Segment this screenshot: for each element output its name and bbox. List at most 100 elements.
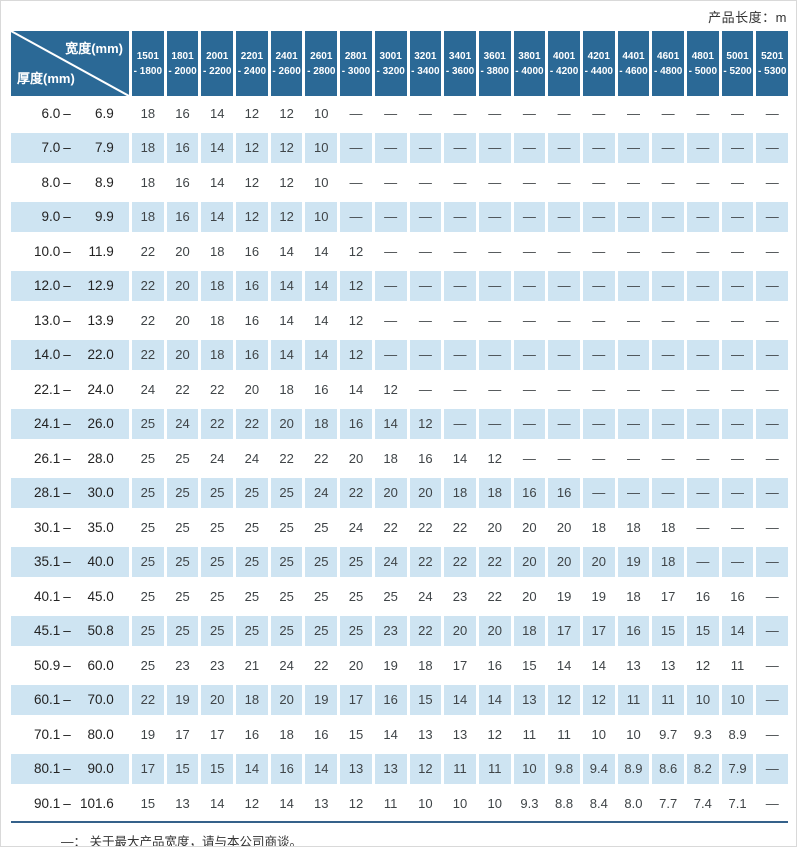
table-row: 12.0–12.9 22 20 18 16 14 14 12— — — — — — — — — — — — [11, 269, 789, 304]
value-cell: 25 [175, 519, 190, 535]
table-row: 13.0–13.9 22 20 18 16 14 14 12 — — — — — — — — — — — — [11, 303, 788, 338]
value-cell: 24 [348, 519, 364, 535]
width-header-cell: 2401- 2600 [270, 31, 303, 96]
value-cell: — [617, 132, 650, 163]
value-cell: 16 [236, 339, 268, 370]
value-cell: 25 [314, 519, 329, 535]
table-row: 80.1–90.0 17 15 15 14 16 14 13 13 12 11 11 10 9.8 9.4 8… [11, 752, 789, 787]
value-cell: 18 [626, 588, 641, 604]
value-cell: — [582, 132, 615, 163]
value-cell: 20 [444, 615, 476, 646]
value-cell: 22 [132, 270, 164, 301]
value-cell: 15 [409, 684, 442, 715]
table-row: 9.0–9.9 18 16 14 12 12 10— — — — — — — — — — — — — [11, 200, 789, 235]
value-cell: 19 [305, 684, 338, 715]
value-cell: 10 [626, 726, 641, 742]
value-cell: — [687, 339, 719, 370]
value-cell: 16 [617, 615, 650, 646]
value-cell: 25 [340, 615, 372, 646]
value-cell: 10 [513, 753, 546, 784]
thickness-range-label: 6.0–6.9 [41, 105, 114, 121]
value-cell: — [626, 243, 640, 259]
value-cell: — [592, 381, 606, 397]
value-cell: — [522, 105, 536, 121]
value-cell: 25 [166, 615, 199, 646]
value-cell: — [765, 588, 779, 604]
value-cell: — [478, 270, 511, 301]
value-cell: 10 [305, 201, 338, 232]
value-cell: 18 [140, 105, 156, 121]
value-cell: 18 [132, 201, 164, 232]
value-cell: — [340, 201, 372, 232]
value-cell: 16 [487, 657, 502, 673]
value-cell: 20 [374, 477, 407, 508]
value-cell: — [696, 312, 710, 328]
value-cell: 14 [556, 657, 572, 673]
table-body: 6.0–6.9 18 16 14 12 12 10— — — — — — — — — — — — —7.0–7.9 1… [11, 96, 789, 821]
value-cell: 25 [201, 546, 234, 577]
value-cell: 15 [652, 615, 684, 646]
thickness-range-label: 12.0–12.9 [11, 270, 129, 301]
diagonal-line [11, 31, 129, 96]
value-cell: 22 [314, 450, 329, 466]
value-cell: 20 [522, 588, 537, 604]
value-cell: — [444, 408, 476, 439]
value-cell: 24 [166, 408, 199, 439]
value-cell: — [548, 408, 580, 439]
value-cell: 20 [513, 546, 546, 577]
value-cell: 9.7 [659, 726, 678, 742]
value-cell: 12 [340, 339, 372, 370]
value-cell: 25 [279, 588, 294, 604]
table-row: 10.0–11.9 22 20 18 16 14 14 12 — — — — — — — — — — — — [11, 234, 788, 269]
value-cell: 12 [236, 201, 268, 232]
value-cell: — [478, 132, 511, 163]
value-cell: 12 [487, 450, 502, 466]
thickness-range-label: 45.1–50.8 [11, 615, 129, 646]
value-cell: — [374, 270, 407, 301]
value-cell: 23 [374, 615, 407, 646]
value-cell: 17 [209, 726, 225, 742]
value-cell: — [661, 381, 675, 397]
table-row: 28.1–30.0 25 25 25 25 25 24 22 20 20 18 18 16 16— — — — —… [11, 476, 789, 511]
value-cell: — [557, 174, 571, 190]
width-header-cell: 2001- 2200 [201, 31, 234, 96]
width-header-cell: 4801- 5000 [687, 31, 719, 96]
top-bar: 产品长度：m [1, 1, 796, 31]
value-cell: 25 [279, 519, 294, 535]
value-cell: — [409, 201, 442, 232]
value-cell: 13 [452, 726, 468, 742]
value-cell: 16 [513, 477, 546, 508]
value-cell: — [478, 201, 511, 232]
value-cell: 25 [132, 408, 164, 439]
value-cell: 17 [452, 657, 468, 673]
value-cell: 11 [730, 657, 745, 673]
value-cell: 12 [279, 105, 294, 121]
value-cell: 22 [236, 408, 268, 439]
value-cell: 11 [383, 795, 398, 811]
value-cell: 20 [166, 270, 199, 301]
product-length-label: 产品长度：m [708, 9, 787, 25]
thickness-range-label: 24.1–26.0 [11, 408, 129, 439]
value-cell: 10 [721, 684, 754, 715]
value-cell: — [557, 450, 571, 466]
value-cell: — [765, 519, 779, 535]
value-cell: 13 [340, 753, 372, 784]
value-cell: 22 [487, 588, 502, 604]
value-cell: 14 [478, 684, 511, 715]
value-cell: — [444, 132, 476, 163]
table-row: 50.9–60.0 25 23 23 21 24 22 20 19 18 17 16 15 14 14 13 1… [11, 648, 788, 683]
value-cell: 18 [513, 615, 546, 646]
value-cell: 16 [244, 726, 260, 742]
value-cell: 14 [383, 726, 398, 742]
value-cell: 14 [374, 408, 407, 439]
value-cell: — [687, 408, 719, 439]
value-cell: 20 [270, 684, 303, 715]
value-cell: — [453, 174, 467, 190]
value-cell: 23 [175, 657, 190, 673]
value-cell: — [721, 132, 754, 163]
value-cell: 25 [140, 657, 156, 673]
value-cell: — [617, 477, 650, 508]
table-row: 6.0–6.9 18 16 14 12 12 10 — — — — — — — — — — — — — [11, 96, 788, 131]
value-cell: 25 [140, 588, 156, 604]
table-row: 22.1–24.0 24 22 22 20 18 16 14 12 — — — — — — — — — — — [11, 372, 788, 407]
